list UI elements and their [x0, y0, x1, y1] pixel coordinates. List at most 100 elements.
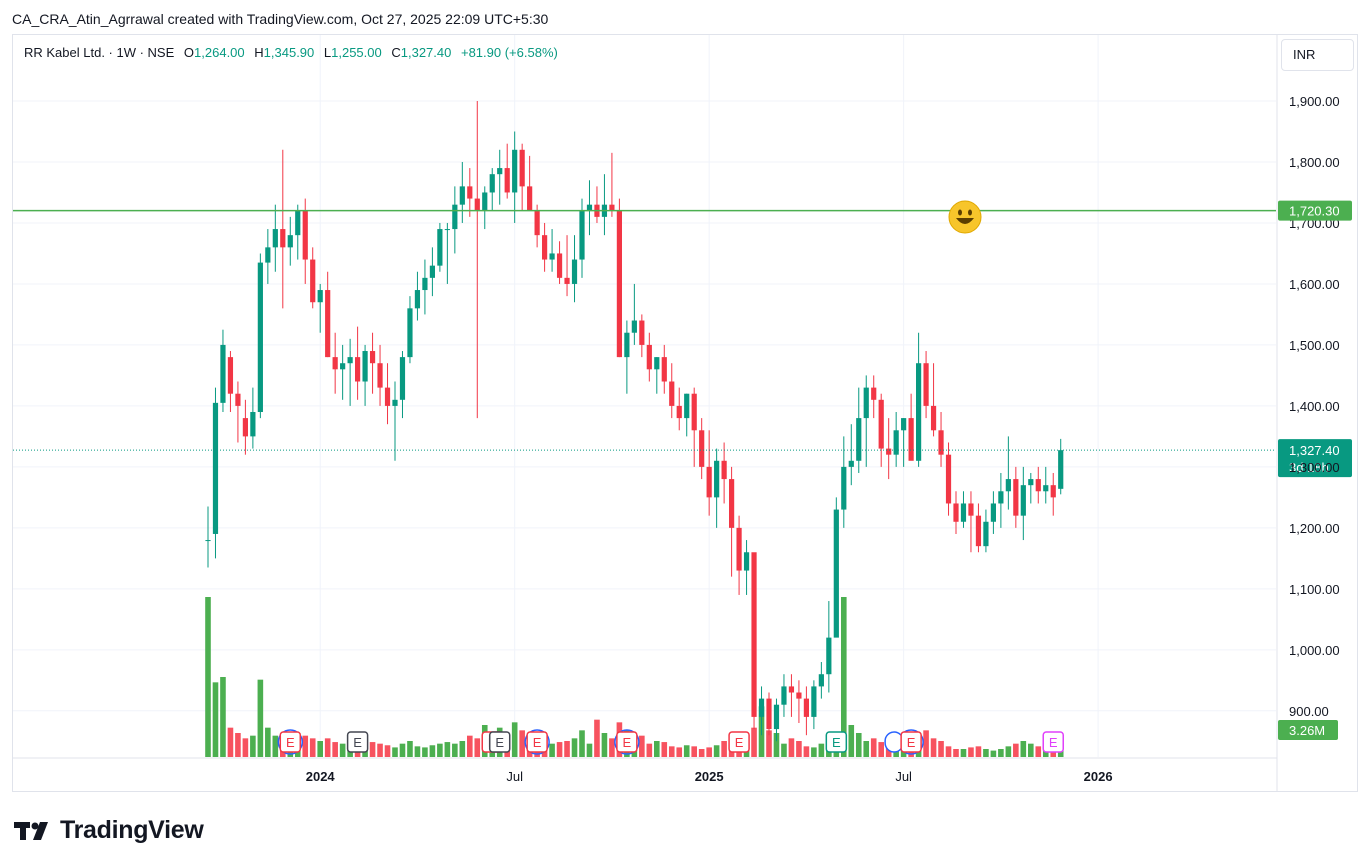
close-label: C	[391, 45, 401, 60]
volume-bar	[863, 741, 870, 757]
candle-body	[1028, 479, 1034, 486]
hline-price-label-bg	[1278, 200, 1352, 221]
volume-bar	[594, 719, 600, 757]
volume-bar	[564, 741, 570, 757]
volume-bar	[452, 743, 458, 757]
candle-body	[796, 692, 802, 699]
candle-body	[983, 521, 989, 547]
earnings-markers: EEEEEEEEEE	[277, 729, 1064, 755]
brand-name: TradingView	[60, 816, 204, 844]
candle-body	[205, 540, 211, 542]
candle-body	[901, 418, 907, 431]
candle-body	[1013, 479, 1019, 516]
tradingview-logo[interactable]: TradingView	[14, 816, 204, 845]
volume-bar	[945, 746, 952, 757]
candle-body	[497, 168, 503, 175]
candle-body	[923, 363, 929, 406]
candle-body	[227, 357, 234, 394]
candle-body	[459, 186, 465, 205]
marker-letter: E	[353, 735, 362, 750]
volume-bar	[983, 749, 989, 757]
earnings-marker[interactable]: E	[728, 731, 750, 753]
earnings-marker[interactable]: E	[346, 731, 369, 753]
time-tick-label: 2024	[306, 769, 336, 784]
candle-body	[257, 262, 263, 412]
earnings-marker[interactable]: E	[488, 731, 511, 753]
marker-box	[346, 731, 369, 753]
volume-bar	[1028, 743, 1034, 757]
candle-body	[512, 149, 518, 193]
candle-body	[699, 430, 705, 467]
marker-box	[825, 731, 848, 753]
candle-body	[564, 277, 570, 284]
candle-body	[579, 210, 585, 260]
earnings-marker[interactable]: E	[884, 729, 924, 755]
price-tick-label: 1,600.00	[1289, 277, 1340, 292]
candle-body	[482, 192, 488, 211]
volume-bar	[855, 733, 862, 757]
currency-button[interactable]: INR	[1281, 39, 1354, 71]
marker-letter: E	[1049, 735, 1058, 750]
volume-bar	[998, 749, 1004, 757]
volume-bar	[556, 742, 563, 757]
candle-body	[414, 290, 421, 309]
price-tick-label: 1,200.00	[1289, 521, 1340, 536]
low-label: L	[323, 45, 332, 60]
marker-ring	[277, 729, 304, 755]
candle-body	[863, 387, 869, 419]
volume-bar	[332, 742, 338, 757]
earnings-marker[interactable]: E	[1042, 731, 1064, 753]
candle-body	[519, 149, 525, 187]
candle-body	[399, 357, 406, 400]
earnings-marker[interactable]: E	[825, 731, 848, 753]
volume-bar	[781, 743, 787, 757]
volume-bar	[691, 746, 697, 757]
volume-bar	[369, 742, 376, 757]
time-tick-label: 2025	[695, 769, 724, 784]
candle-body	[841, 466, 847, 510]
candle-body	[916, 363, 922, 461]
volume-bar	[968, 747, 974, 757]
volume-bar	[923, 730, 929, 757]
volume-bar	[392, 747, 398, 757]
candle-body	[803, 698, 809, 717]
candle-body	[1043, 485, 1049, 492]
volume-bar	[796, 741, 802, 757]
candle-body	[1020, 485, 1026, 516]
volume-bar	[1020, 741, 1027, 757]
close-value: 1,327.40	[400, 45, 452, 60]
volume-bar	[324, 738, 331, 757]
candle-body	[631, 320, 637, 333]
candle-body	[758, 698, 765, 717]
candle-body	[953, 503, 959, 522]
chart-frame[interactable]	[12, 34, 1358, 792]
candle-body	[1005, 479, 1011, 492]
candle-body	[542, 235, 548, 260]
candle-body	[556, 253, 563, 278]
earnings-marker[interactable]: E	[524, 729, 550, 755]
time-tick-label: Jul	[895, 769, 912, 784]
smiley-icon[interactable]	[948, 200, 982, 234]
time-axis: 2024 Jul 2025 Jul 2026	[306, 769, 1113, 784]
earnings-marker[interactable]: E	[277, 729, 304, 755]
candle-body	[347, 357, 353, 364]
volume-bar	[586, 743, 593, 757]
horizontal-line-1720: 1,720.30	[13, 200, 1352, 221]
volume-bar	[698, 749, 705, 757]
candle-body	[811, 686, 817, 717]
price-tick-label: 1,400.00	[1289, 399, 1340, 414]
price-tick-label: 1,000.00	[1289, 643, 1340, 658]
marker-letter: E	[735, 735, 744, 750]
volume-bar	[227, 727, 234, 757]
candle-body	[392, 399, 398, 406]
earnings-marker[interactable]: E	[614, 729, 640, 755]
candle-body	[586, 204, 593, 211]
time-tick-label: Jul	[506, 769, 523, 784]
volume-bar	[265, 727, 271, 757]
candle-body	[968, 503, 974, 516]
last-price-line: 1,327.40 3d 18h	[13, 439, 1352, 478]
bar-countdown: 3d 18h	[1289, 460, 1329, 475]
price-axis: 3.26M 900.00 1,000.00 1,100.00 1,200.00 1,300…	[13, 94, 1352, 740]
volume-bar	[250, 735, 256, 757]
